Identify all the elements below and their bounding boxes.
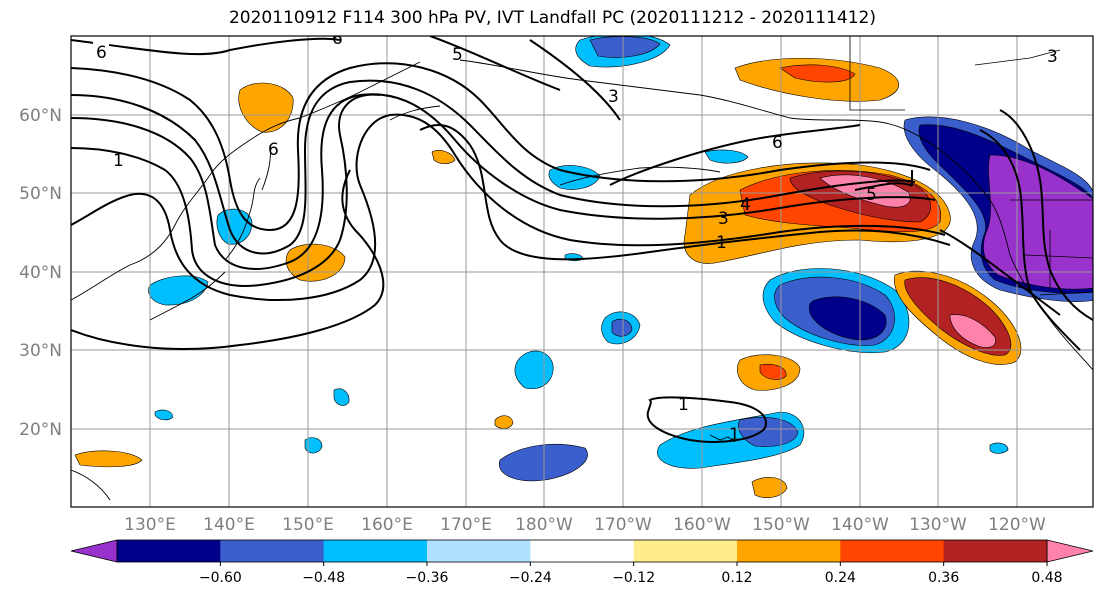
- pv-positive-region: [759, 363, 787, 380]
- contour-label: 3: [608, 87, 619, 107]
- lon-label: 170°W: [594, 515, 652, 535]
- colorbar-cell: [220, 540, 325, 562]
- lon-label: 150°W: [752, 515, 810, 535]
- colorbar-extend-high: [1046, 539, 1094, 563]
- colorbar-cell: [117, 540, 221, 562]
- map-title: 2020110912 F114 300 hPa PV, IVT Landfall…: [228, 8, 876, 28]
- pv-negative-region: [611, 318, 633, 337]
- pv-negative-region: [304, 437, 323, 454]
- pv-negative-region: [738, 417, 799, 447]
- longitude-labels: 130°E 140°E 150°E 160°E 170°E 180°W 170°…: [124, 515, 1046, 535]
- pv-negative-region: [154, 409, 174, 421]
- lon-label: 140°W: [831, 515, 889, 535]
- lat-label: 40°N: [19, 263, 62, 283]
- colorbar-cell: [943, 540, 1048, 562]
- pv-negative-region: [148, 275, 209, 306]
- lon-label: 170°E: [440, 515, 492, 535]
- lon-label: 130°E: [124, 515, 176, 535]
- pv-negative-region: [514, 350, 554, 390]
- lon-label: 120°W: [988, 515, 1046, 535]
- contour-label: 1: [729, 425, 740, 445]
- contour-label: 1: [716, 233, 727, 253]
- contour-label: 6: [268, 140, 279, 160]
- pv-positive-region: [819, 174, 911, 208]
- colorbar-tick-label: 0.48: [1031, 570, 1062, 586]
- lon-label: 180°W: [515, 515, 573, 535]
- pv-positive-region: [779, 64, 856, 83]
- colorbar-cell: [427, 540, 531, 562]
- lon-label: 150°E: [282, 515, 334, 535]
- colorbar-tick-label: −0.12: [612, 570, 655, 586]
- contour-label: 6: [96, 43, 107, 63]
- pv-positive-region: [431, 150, 456, 165]
- map-panel: 6 6 6 5 3 1 1 6 4 3 1 5 3 1: [71, 29, 1093, 507]
- colorbar-tick-label: −0.24: [509, 570, 552, 586]
- pv-negative-region: [989, 442, 1009, 454]
- colorbar: −0.60 −0.48 −0.36 −0.24 −0.12 0.12 0.24 0.36 0.4…: [70, 539, 1094, 586]
- contour-label: 3: [1047, 47, 1058, 67]
- lon-label: 160°W: [673, 515, 731, 535]
- colorbar-cell: [633, 540, 738, 562]
- colorbar-tick-label: 0.36: [928, 570, 959, 586]
- pv-negative-region: [333, 388, 350, 406]
- contour-label: 5: [866, 185, 877, 205]
- pv-positive-region: [74, 450, 143, 468]
- contour-label: 1: [678, 395, 689, 415]
- colorbar-tick-label: 0.12: [721, 570, 752, 586]
- graticule: [71, 36, 1093, 507]
- contour-label: 1: [113, 151, 124, 171]
- pv-negative-region: [548, 165, 601, 190]
- pv-anomaly-fill: [74, 36, 1093, 498]
- pv-contours: [71, 36, 1093, 443]
- lat-label: 20°N: [19, 420, 62, 440]
- contour-label: 3: [718, 209, 729, 229]
- pv-positive-region: [751, 477, 788, 498]
- colorbar-cell: [737, 540, 841, 562]
- lon-label: 160°E: [361, 515, 413, 535]
- contour-label: 6: [772, 133, 783, 153]
- colorbar-tick-label: −0.36: [406, 570, 449, 586]
- contour-label: 4: [740, 195, 751, 215]
- contour-label: 6: [332, 29, 343, 49]
- pv-negative-region: [704, 149, 749, 164]
- map-frame: [70, 35, 1094, 508]
- lat-label: 30°N: [19, 341, 62, 361]
- lat-label: 60°N: [19, 106, 62, 126]
- latitude-labels: 60°N 50°N 40°N 30°N 20°N: [19, 106, 62, 440]
- lat-label: 50°N: [19, 184, 62, 204]
- colorbar-extend-low: [70, 539, 118, 563]
- pv-positive-region: [494, 415, 514, 429]
- lon-label: 140°E: [203, 515, 255, 535]
- pv-positive-region: [949, 314, 996, 348]
- contour-labels: 6 6 6 5 3 1 1 6 4 3 1 5 3 1: [93, 29, 1058, 445]
- pv-negative-region: [589, 36, 661, 58]
- colorbar-cell: [323, 540, 428, 562]
- colorbar-tick-label: −0.48: [302, 570, 345, 586]
- lon-label: 130°W: [909, 515, 967, 535]
- pv-negative-region: [498, 443, 588, 482]
- colorbar-tick-label: 0.24: [825, 570, 856, 586]
- contour-label: 5: [452, 45, 463, 65]
- borders: [849, 36, 1093, 296]
- colorbar-cell: [530, 540, 635, 562]
- colorbar-cell: [840, 540, 945, 562]
- colorbar-tick-label: −0.60: [199, 570, 242, 586]
